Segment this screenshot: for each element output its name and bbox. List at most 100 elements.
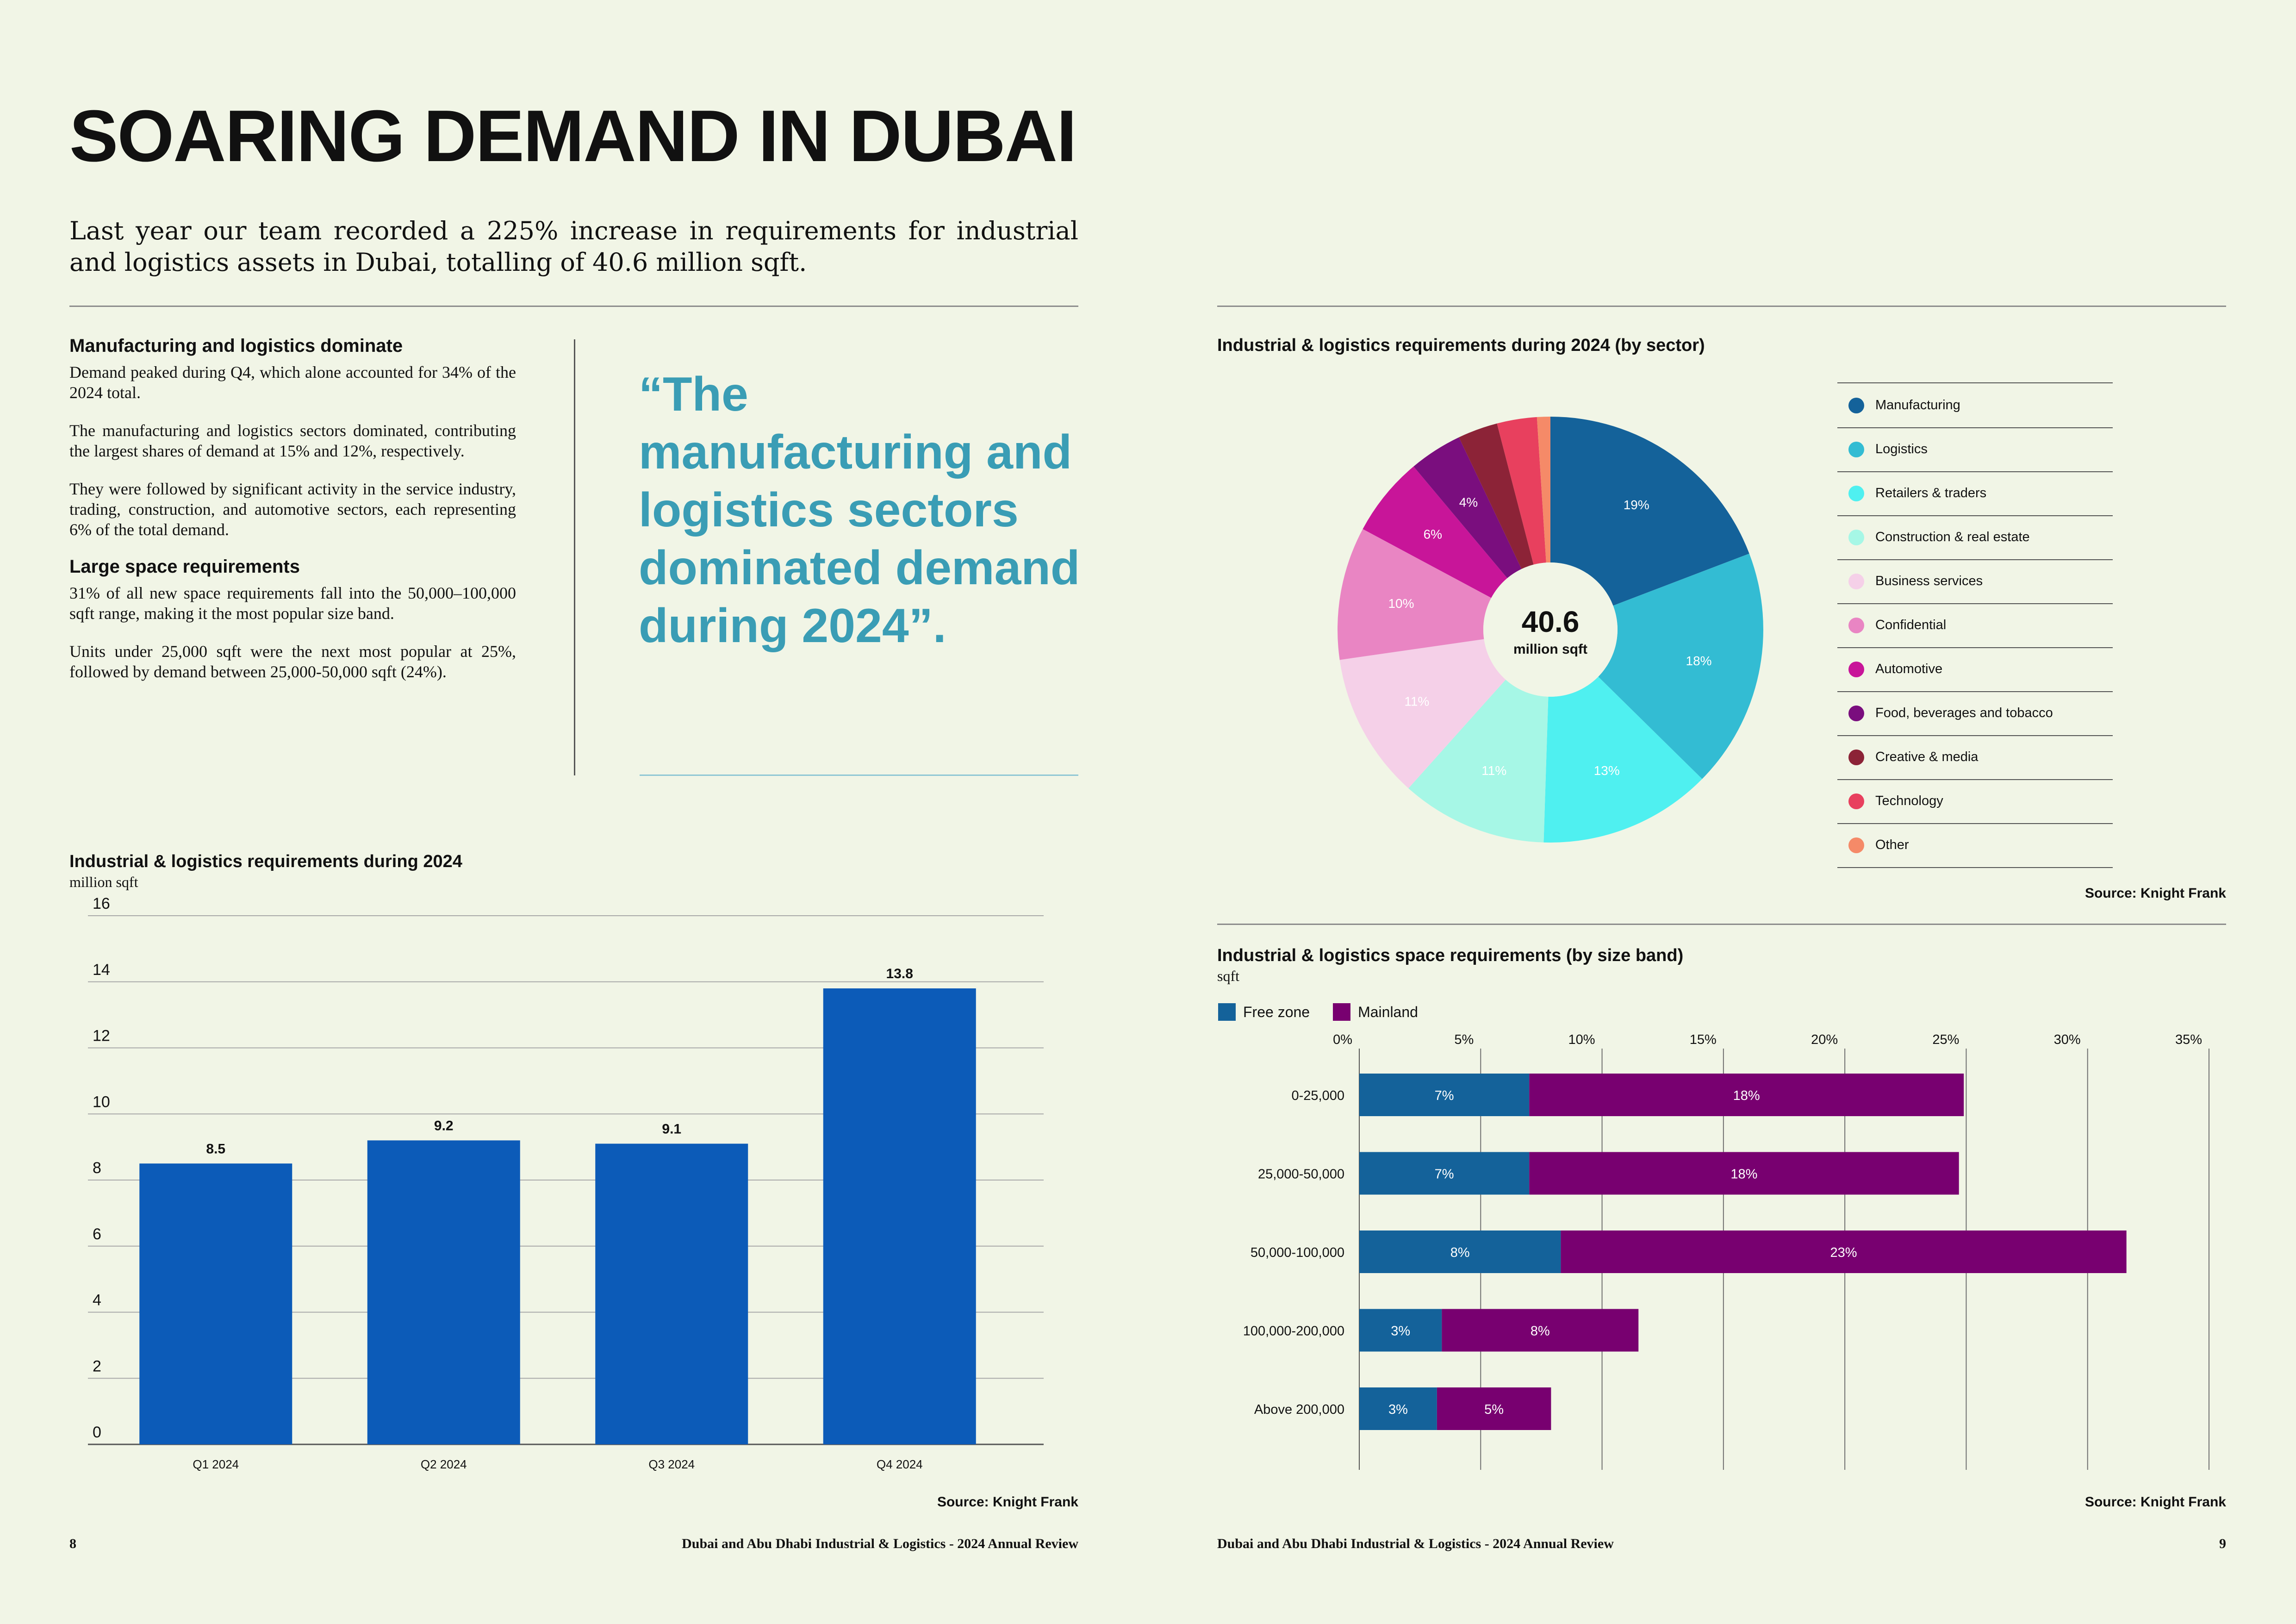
y-category-label: 50,000-100,000 — [1251, 1245, 1344, 1260]
pie-slice — [1543, 676, 1702, 843]
x-tick-label: Q2 2024 — [421, 1457, 467, 1471]
legend-label: Business services — [1875, 574, 1983, 588]
pie-slice — [1497, 417, 1546, 565]
legend-item: Manufacturing — [1837, 383, 2113, 428]
chart-source: Source: Knight Frank — [2084, 1494, 2226, 1510]
segment-label: 8% — [1531, 1324, 1550, 1339]
bar-value-label: 9.1 — [662, 1121, 681, 1137]
slice-label: 18% — [1686, 654, 1712, 668]
pie-slice — [1338, 529, 1492, 660]
legend-dot — [1848, 705, 1864, 721]
slice-label: 13% — [1594, 763, 1620, 778]
slice-label: 11% — [1404, 694, 1429, 709]
stacked-bar-segment — [1359, 1230, 1561, 1273]
segment-label: 3% — [1391, 1324, 1410, 1339]
bar-chart-header: Industrial & logistics requirements duri… — [69, 852, 462, 891]
section-heading: Manufacturing and logistics dominate — [69, 336, 403, 356]
slice-label: 4% — [1459, 495, 1478, 509]
segment-label: 7% — [1435, 1088, 1454, 1103]
stacked-bar-segment — [1561, 1230, 2127, 1273]
x-tick-label: 30% — [2054, 1032, 2081, 1047]
divider — [69, 306, 1078, 307]
bar-value-label: 8.5 — [206, 1141, 225, 1156]
chart-title: Industrial & logistics space requirement… — [1217, 946, 1684, 965]
page-number: 9 — [2219, 1536, 2226, 1551]
size-band-stacked-bar-chart: 0% 5% 10% 15% 20% 25% 30% 35% 0-25,000 7% 18% 25,00… — [1243, 1032, 2209, 1470]
body-paragraph: 31% of all new space requirements fall i… — [69, 584, 516, 623]
chart-source: Source: Knight Frank — [937, 1494, 1078, 1510]
legend-label: Food, beverages and tobacco — [1875, 706, 2053, 720]
segment-label: 7% — [1435, 1167, 1454, 1182]
x-tick-label: Q1 2024 — [193, 1457, 239, 1471]
body-paragraph: Demand peaked during Q4, which alone acc… — [69, 363, 516, 402]
bar — [823, 988, 976, 1444]
y-category-label: 25,000-50,000 — [1258, 1167, 1344, 1182]
chart-unit: million sqft — [69, 874, 138, 890]
pie-slice — [1537, 417, 1550, 563]
y-tick-label: 6 — [93, 1225, 101, 1243]
legend-dot — [1848, 793, 1864, 809]
y-tick-label: 8 — [93, 1159, 101, 1177]
quote-underline — [640, 775, 1078, 776]
column-divider — [574, 339, 575, 775]
legend-dot — [1848, 837, 1864, 853]
section-heading: Large space requirements — [69, 556, 300, 577]
body-paragraph: They were followed by significant activi… — [69, 480, 516, 539]
legend-label: Retailers & traders — [1875, 486, 1987, 500]
donut-hole — [1483, 562, 1618, 697]
page-number: 8 — [69, 1536, 76, 1551]
legend-item: Creative & media — [1837, 735, 2113, 780]
legend-dot — [1848, 573, 1864, 589]
x-tick-label: Q4 2024 — [877, 1457, 923, 1471]
freezone-swatch — [1218, 1003, 1236, 1021]
sector-donut-chart: 19% 18% 13% 11% 11% 10% 6% 4% 40.6 million sqft — [1338, 417, 1763, 843]
segment-label: 8% — [1450, 1245, 1470, 1260]
y-tick-label: 10 — [93, 1093, 110, 1111]
y-tick-label: 14 — [93, 961, 110, 979]
legend-item: Technology — [1837, 779, 2113, 824]
legend-label: Confidential — [1875, 618, 1947, 632]
legend-dot — [1848, 661, 1864, 677]
chart-title: Industrial & logistics requirements duri… — [1217, 336, 1705, 355]
bar — [595, 1143, 748, 1444]
legend-label: Other — [1875, 837, 1909, 852]
mainland-swatch — [1333, 1003, 1351, 1021]
quarterly-bar-chart: 0 2 4 6 8 10 12 14 16 8.5 Q1 2024 9.2 Q2 2024 9.1 Q3 2… — [88, 895, 1044, 1471]
pie-slice — [1459, 423, 1534, 569]
legend-label: Mainland — [1358, 1003, 1418, 1020]
x-tick-label: 25% — [1932, 1032, 1959, 1047]
segment-label: 5% — [1484, 1402, 1504, 1417]
x-tick-label: 20% — [1811, 1032, 1838, 1047]
stacked-bar-segment — [1359, 1309, 1442, 1352]
legend-item: Business services — [1837, 559, 2113, 604]
y-tick-label: 4 — [93, 1292, 101, 1309]
divider — [1217, 306, 2226, 307]
segment-label: 23% — [1830, 1245, 1857, 1260]
legend-item: Food, beverages and tobacco — [1837, 691, 2113, 736]
legend-dot — [1848, 485, 1864, 501]
stacked-bar-segment — [1359, 1074, 1530, 1116]
y-tick-label: 12 — [93, 1027, 110, 1045]
y-category-label: Above 200,000 — [1254, 1402, 1344, 1417]
legend-item: Confidential — [1837, 603, 2113, 648]
body-paragraph: Units under 25,000 sqft were the next mo… — [69, 642, 516, 681]
legend-dot — [1848, 617, 1864, 633]
x-tick-label: Q3 2024 — [648, 1457, 695, 1471]
slice-label: 10% — [1388, 596, 1414, 611]
legend-label: Technology — [1875, 793, 1943, 808]
chart-source: Source: Knight Frank — [2084, 886, 2226, 901]
legend-label: Construction & real estate — [1875, 530, 2030, 544]
page-title: SOARING DEMAND IN DUBAI — [69, 95, 1077, 177]
x-tick-label: 10% — [1568, 1032, 1595, 1047]
y-tick-label: 16 — [93, 895, 110, 912]
segment-label: 18% — [1730, 1167, 1757, 1182]
legend-item: Automotive — [1837, 647, 2113, 692]
x-tick-label: 5% — [1454, 1032, 1474, 1047]
legend-dot — [1848, 441, 1864, 457]
chart-title: Industrial & logistics requirements duri… — [69, 852, 462, 871]
donut-center-value: 40.6 — [1522, 605, 1580, 638]
slice-label: 6% — [1424, 527, 1442, 541]
slice-label: 19% — [1624, 498, 1649, 512]
y-category-label: 100,000-200,000 — [1243, 1324, 1344, 1339]
pie-slice — [1598, 553, 1763, 779]
